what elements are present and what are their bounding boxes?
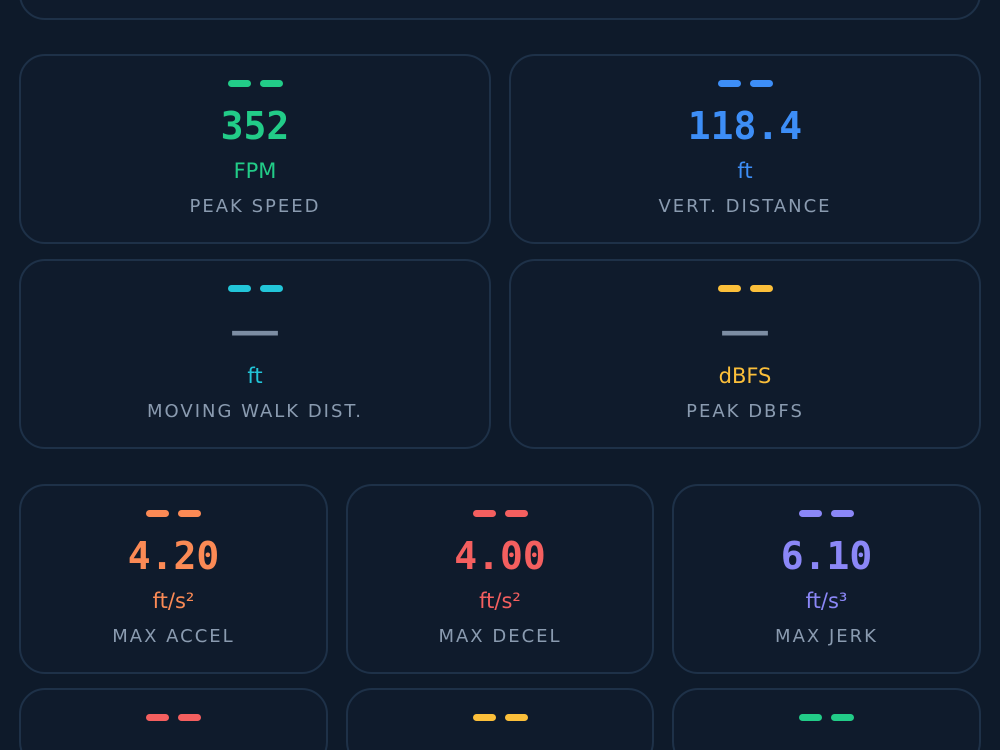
summary-card [19,0,981,20]
metric-card-vert-distance: 118.4 ft VERT. DISTANCE [509,54,981,244]
metric-label: MAX ACCEL [112,626,235,647]
metric-unit: FPM [233,159,277,183]
accent-dashes [348,714,652,721]
metric-card-partial [19,688,328,750]
metric-unit: ft/s² [479,589,521,613]
metric-card-moving-walk-dist: —— ft MOVING WALK DIST. [19,259,491,449]
metric-unit: dBFS [718,364,772,388]
accent-dashes [511,80,979,87]
metric-card-peak-speed: 352 FPM PEAK SPEED [19,54,491,244]
metric-value: 352 [220,104,290,148]
accent-dashes [348,510,652,517]
metric-unit: ft [247,364,263,388]
accent-dashes [21,510,326,517]
metric-label: PEAK SPEED [189,196,321,217]
accent-dashes [674,510,979,517]
metric-value: 118.4 [687,104,803,148]
accent-dashes [21,714,326,721]
metric-unit: ft/s³ [805,589,848,613]
accent-dashes [21,285,489,292]
metric-value: —— [722,309,768,353]
metric-card-max-decel: 4.00 ft/s² MAX DECEL [346,484,654,674]
accent-dashes [511,285,979,292]
metric-label: MOVING WALK DIST. [147,401,363,422]
metric-label: PEAK DBFS [686,401,804,422]
metric-value: —— [232,309,278,353]
metric-card-peak-dbfs: —— dBFS PEAK DBFS [509,259,981,449]
metric-card-partial [672,688,981,750]
metric-card-max-accel: 4.20 ft/s² MAX ACCEL [19,484,328,674]
metric-value: 6.10 [780,534,873,578]
metric-value: 4.00 [454,534,546,578]
metric-card-partial [346,688,654,750]
metric-card-max-jerk: 6.10 ft/s³ MAX JERK [672,484,981,674]
metric-value: 4.20 [127,534,220,578]
metric-label: MAX JERK [775,626,878,647]
metric-label: VERT. DISTANCE [658,196,832,217]
metric-unit: ft [737,159,753,183]
metric-unit: ft/s² [152,589,195,613]
accent-dashes [674,714,979,721]
accent-dashes [21,80,489,87]
metric-label: MAX DECEL [438,626,562,647]
